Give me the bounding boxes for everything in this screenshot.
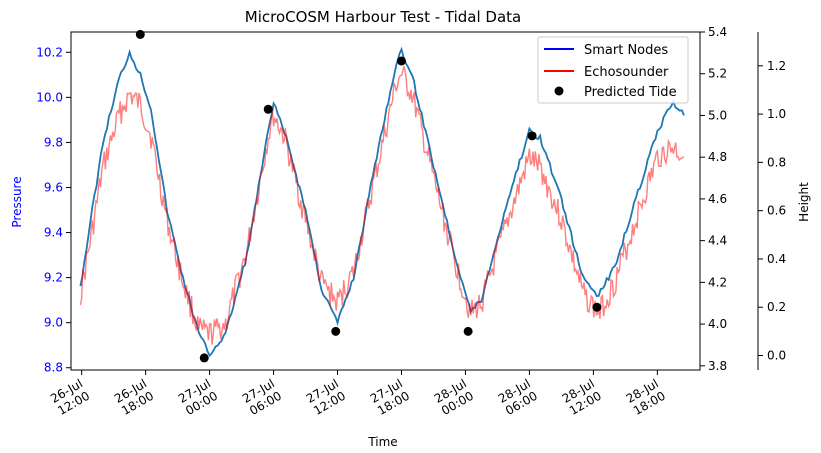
legend-smart-nodes-label: Smart Nodes xyxy=(584,43,668,58)
predicted-tide-point-7 xyxy=(592,302,602,312)
plot-frame xyxy=(70,31,701,371)
predicted-tide-point-2 xyxy=(263,104,273,114)
predicted-tide-point-4 xyxy=(396,56,406,66)
x-tick-label-0: 26-Jul12:00 xyxy=(48,376,92,418)
pressure-tick-label-3: 9.4 xyxy=(44,226,63,240)
legend: Smart Nodes Echosounder Predicted Tide xyxy=(537,36,689,104)
echosounder-tick-label-1: 4.0 xyxy=(708,317,727,331)
x-tick-label-8: 28-Jul12:00 xyxy=(560,376,604,418)
plot-layer xyxy=(79,29,685,363)
predicted-tide-point-6 xyxy=(527,131,537,141)
pressure-tick-label-7: 10.2 xyxy=(36,45,63,59)
right-y-axis-label: Height xyxy=(797,182,811,222)
x-tick-label-1: 26-Jul18:00 xyxy=(112,376,156,418)
left-y-axis-label: Pressure xyxy=(10,176,24,227)
echosounder-tick-label-4: 4.6 xyxy=(708,192,727,206)
pressure-tick-label-6: 10.0 xyxy=(36,90,63,104)
predicted-tide-point-3 xyxy=(331,326,341,336)
predicted-tide-point-0 xyxy=(135,29,145,39)
x-tick-label-6: 28-Jul00:00 xyxy=(432,376,476,418)
height-tick-label-4: 0.8 xyxy=(767,155,786,169)
echosounder-line xyxy=(79,66,684,345)
pressure-tick-label-1: 9.0 xyxy=(44,316,63,330)
echosounder-tick-label-0: 3.8 xyxy=(708,359,727,373)
x-tick-label-3: 27-Jul06:00 xyxy=(240,376,284,418)
legend-echosounder-label: Echosounder xyxy=(584,65,669,80)
height-tick-label-5: 1.0 xyxy=(767,107,786,121)
predicted-tide-point-1 xyxy=(199,353,209,363)
height-tick-label-1: 0.2 xyxy=(767,300,786,314)
chart-title: MicroCOSM Harbour Test - Tidal Data xyxy=(245,8,521,26)
x-tick-label-5: 27-Jul18:00 xyxy=(368,376,412,418)
echosounder-tick-label-7: 5.2 xyxy=(708,67,727,81)
legend-predicted-tide-marker xyxy=(554,86,564,96)
echosounder-tick-label-3: 4.4 xyxy=(708,234,727,248)
x-axis-label: Time xyxy=(367,435,397,449)
pressure-tick-label-2: 9.2 xyxy=(44,271,63,285)
x-tick-label-2: 27-Jul00:00 xyxy=(176,376,220,418)
height-tick-label-2: 0.4 xyxy=(767,252,786,266)
height-tick-label-0: 0.0 xyxy=(767,349,786,363)
echosounder-tick-label-6: 5.0 xyxy=(708,108,727,122)
echosounder-tick-label-2: 4.2 xyxy=(708,275,727,289)
pressure-tick-label-5: 9.8 xyxy=(44,135,63,149)
x-tick-label-7: 28-Jul06:00 xyxy=(496,376,540,418)
smart-nodes-line xyxy=(79,46,685,358)
legend-box xyxy=(537,36,689,104)
echosounder-tick-label-8: 5.4 xyxy=(708,25,727,39)
pressure-tick-label-0: 8.8 xyxy=(44,361,63,375)
predicted-tide-point-5 xyxy=(463,326,473,336)
x-tick-label-9: 28-Jul18:00 xyxy=(624,376,668,418)
echosounder-tick-label-5: 4.8 xyxy=(708,150,727,164)
height-tick-label-3: 0.6 xyxy=(767,204,786,218)
pressure-tick-label-4: 9.6 xyxy=(44,180,63,194)
legend-predicted-tide-label: Predicted Tide xyxy=(584,85,677,100)
x-tick-label-4: 27-Jul12:00 xyxy=(304,376,348,418)
height-tick-label-6: 1.2 xyxy=(767,59,786,73)
